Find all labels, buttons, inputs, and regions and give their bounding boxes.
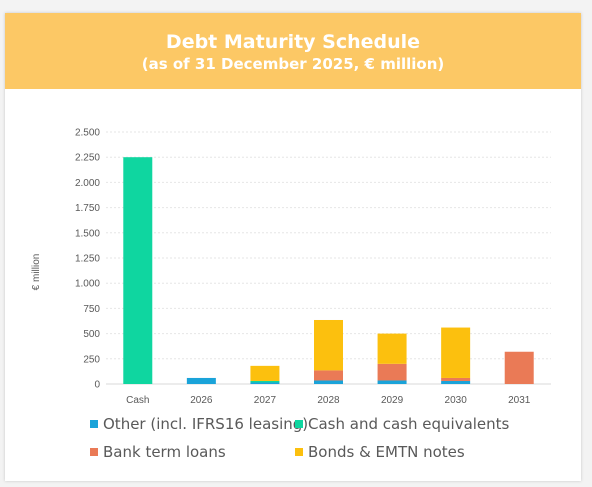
- y-tick-label: 250: [83, 354, 100, 365]
- chart-card: Debt Maturity Schedule (as of 31 Decembe…: [5, 13, 581, 481]
- bar-2030-series-3: [441, 327, 471, 378]
- legend-item: Bank term loans: [90, 443, 226, 461]
- bar-2028-series-0: [314, 380, 343, 384]
- bar-2027-series-3: [250, 365, 280, 381]
- legend-swatch: [90, 420, 98, 428]
- bar-2029-series-0: [377, 380, 407, 384]
- y-tick-label: 1.750: [75, 203, 100, 214]
- legend-label: Bonds & EMTN notes: [308, 443, 465, 461]
- x-tick-label: 2031: [508, 395, 531, 406]
- y-tick-label: 1.000: [75, 279, 100, 290]
- bar-2026-series-0: [186, 377, 216, 384]
- y-tick-label: 1.250: [75, 254, 100, 265]
- legend-label: Bank term loans: [103, 443, 226, 461]
- x-tick-label: 2029: [381, 395, 404, 406]
- y-tick-label: 2.250: [75, 153, 100, 164]
- y-tick-label: 750: [83, 304, 100, 315]
- bar-chart: 0 250 500 750 1.000 1.250 1.500 1.750 2.000 2.250…: [31, 128, 551, 406]
- chart-title: Debt Maturity Schedule: [165, 31, 421, 53]
- bar-2027-series-1: [250, 380, 280, 383]
- legend-swatch: [295, 420, 303, 428]
- bar-2028-series-2: [314, 370, 343, 381]
- y-tick-label: 2.000: [75, 178, 100, 189]
- legend-item: Cash and cash equivalents: [295, 415, 509, 433]
- bar-2031-series-2: [504, 351, 534, 384]
- chart-subtitle: (as of 31 December 2025, € million): [141, 55, 445, 73]
- bar-2030-series-2: [441, 377, 471, 381]
- bar-2027-series-0: [250, 382, 280, 384]
- legend-swatch: [90, 448, 98, 456]
- legend-item: Bonds & EMTN notes: [295, 443, 465, 461]
- chart-header: Debt Maturity Schedule (as of 31 Decembe…: [5, 13, 581, 89]
- y-axis-label: € million: [31, 254, 42, 291]
- y-tick-label: 2.500: [75, 128, 100, 139]
- bar-2029-series-2: [377, 363, 407, 381]
- bar-2030-series-0: [441, 380, 471, 384]
- y-tick-label: 500: [83, 329, 100, 340]
- x-tick-label: 2026: [190, 395, 213, 406]
- legend-label: Cash and cash equivalents: [308, 415, 510, 433]
- x-tick-label: 2027: [254, 395, 277, 406]
- x-tick-label: 2030: [445, 395, 468, 406]
- bar-2029-series-3: [377, 333, 407, 364]
- bar-2028-series-3: [314, 319, 343, 371]
- bar-cash-series-1: [123, 157, 153, 384]
- x-tick-label: 2028: [317, 395, 340, 406]
- chart-area: 0 250 500 750 1.000 1.250 1.500 1.750 2.000 2.250…: [10, 89, 576, 481]
- y-tick-label: 1.500: [75, 228, 100, 239]
- y-tick-label: 0: [94, 380, 100, 391]
- legend-item: Other (incl. IFRS16 leasing): [90, 415, 308, 433]
- x-tick-label: Cash: [126, 395, 149, 406]
- legend-swatch: [295, 448, 303, 456]
- legend-label: Other (incl. IFRS16 leasing): [103, 415, 309, 433]
